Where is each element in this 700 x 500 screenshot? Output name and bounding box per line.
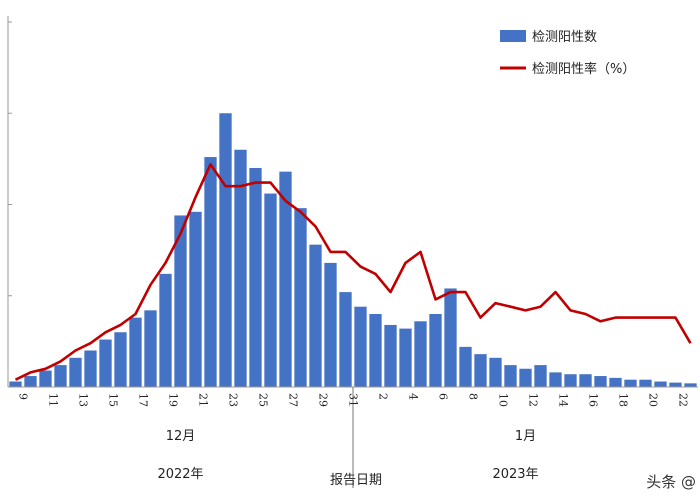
- legend-label-line: 检测阳性率（%）: [532, 61, 635, 77]
- bar-44: [669, 382, 682, 387]
- bar-45: [684, 383, 697, 387]
- bar-29: [444, 288, 457, 387]
- bar-7: [114, 332, 127, 387]
- x-tick-label: 20: [647, 393, 660, 407]
- bar-8: [129, 317, 142, 387]
- bar-15: [234, 149, 247, 387]
- x-tick-label: 29: [317, 393, 330, 407]
- x-tick-label: 15: [107, 393, 120, 407]
- bar-16: [249, 168, 262, 387]
- x-tick-label: 2: [377, 393, 390, 400]
- bar-38: [579, 374, 592, 387]
- bar-17: [264, 193, 277, 387]
- year-label-2023: 2023年: [492, 467, 538, 482]
- bar-27: [414, 321, 427, 387]
- x-tick-label: 17: [137, 393, 150, 407]
- watermark: 头条 @: [646, 473, 696, 491]
- bar-13: [204, 157, 217, 387]
- bar-32: [489, 357, 502, 387]
- x-tick-label: 27: [287, 393, 300, 407]
- x-tick-label: 12: [527, 393, 540, 407]
- year-label-2022: 2022年: [157, 467, 203, 482]
- bar-43: [654, 381, 667, 387]
- bar-14: [219, 113, 232, 387]
- x-tick-label: 9: [17, 393, 30, 400]
- bar-35: [534, 365, 547, 387]
- bar-12: [189, 211, 202, 387]
- x-tick-label: 16: [587, 393, 600, 407]
- bar-28: [429, 314, 442, 387]
- bar-3: [54, 365, 67, 387]
- bar-9: [144, 310, 157, 387]
- x-tick-label: 14: [557, 393, 570, 407]
- x-tick-label: 18: [617, 393, 630, 407]
- bar-25: [384, 324, 397, 387]
- bar-5: [84, 350, 97, 387]
- x-tick-label: 19: [167, 393, 180, 407]
- bar-42: [639, 379, 652, 387]
- bar-4: [69, 357, 82, 387]
- bar-40: [609, 377, 622, 387]
- bar-22: [339, 292, 352, 387]
- bar-18: [279, 171, 292, 387]
- legend-swatch-bar: [500, 30, 526, 42]
- bar-2: [39, 370, 52, 387]
- bar-11: [174, 215, 187, 387]
- bar-19: [294, 208, 307, 387]
- x-axis-title: 报告日期: [330, 473, 382, 488]
- line-series: [14, 163, 692, 381]
- bar-39: [594, 376, 607, 387]
- bar-10: [159, 273, 172, 387]
- bar-0: [9, 381, 22, 387]
- bar-26: [399, 328, 412, 387]
- bar-34: [519, 368, 532, 387]
- x-tick-label: 23: [227, 393, 240, 407]
- x-tick-label: 11: [47, 393, 60, 407]
- rate-line: [14, 163, 692, 381]
- x-tick-label: 31: [347, 393, 360, 407]
- x-tick-label: 13: [77, 393, 90, 407]
- bar-37: [564, 374, 577, 387]
- bar-23: [354, 306, 367, 387]
- month-label-dec: 12月: [166, 429, 196, 444]
- bar-36: [549, 372, 562, 387]
- bar-31: [474, 354, 487, 387]
- legend-label-bar: 检测阳性数: [532, 30, 597, 45]
- month-label-jan: 1月: [515, 429, 536, 444]
- bar-20: [309, 244, 322, 387]
- x-tick-label: 21: [197, 393, 210, 407]
- bar-30: [459, 346, 472, 387]
- x-tick-label: 8: [467, 393, 480, 400]
- x-tick-label: 4: [407, 393, 420, 400]
- bar-33: [504, 365, 517, 387]
- x-tick-label: 22: [677, 393, 690, 407]
- x-tick-labels: 9 11 13 15 17 19 21 23 25 27 29 31 2 4 6 8 10 12 14 16 18 20 2…: [17, 393, 690, 488]
- bar-6: [99, 339, 112, 387]
- bar-1: [24, 376, 37, 387]
- bar-24: [369, 314, 382, 387]
- bar-21: [324, 262, 337, 387]
- x-tick-label: 6: [437, 393, 450, 400]
- bar-series: [9, 113, 697, 387]
- x-tick-label: 10: [497, 393, 510, 407]
- x-tick-label: 25: [257, 393, 270, 407]
- axes: [7, 16, 698, 488]
- bar-41: [624, 379, 637, 387]
